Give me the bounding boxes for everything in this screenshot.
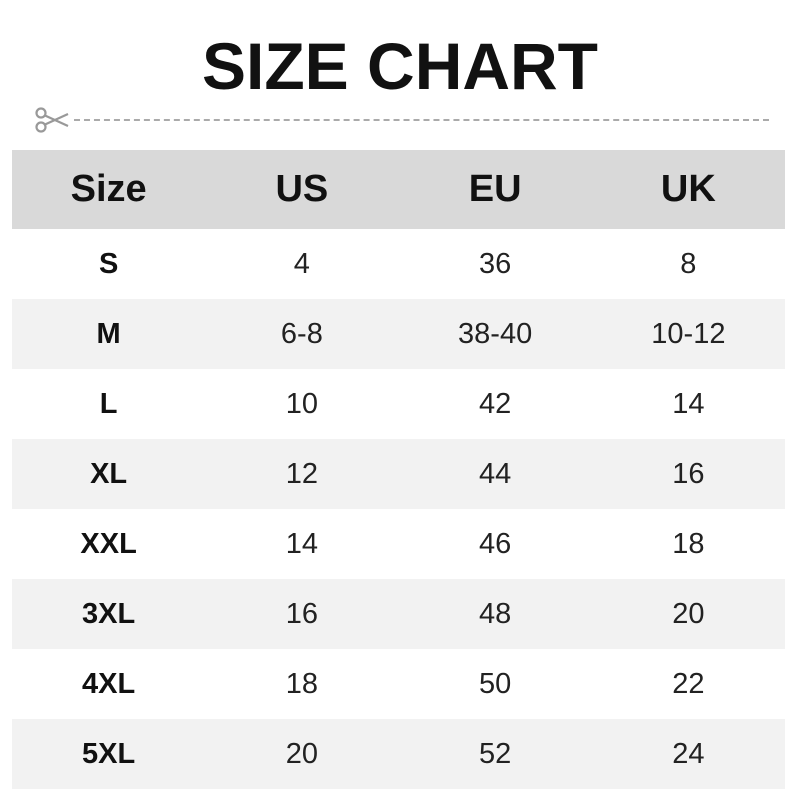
table-row: L 10 42 14 bbox=[12, 369, 785, 439]
cell-us: 12 bbox=[205, 439, 399, 509]
table-row: 4XL 18 50 22 bbox=[12, 649, 785, 719]
table-row: 3XL 16 48 20 bbox=[12, 579, 785, 649]
cell-us: 4 bbox=[293, 247, 310, 280]
cell-eu: 42 bbox=[478, 387, 512, 420]
cell-us: 18 bbox=[285, 667, 318, 700]
cell-eu: 36 bbox=[478, 247, 512, 280]
cell-size: XL bbox=[12, 439, 206, 509]
table-row: M 6-8 38-40 10-12 bbox=[12, 299, 785, 369]
cell-eu: 48 bbox=[398, 579, 592, 649]
cell-eu: 50 bbox=[478, 667, 512, 700]
table-row: S 4 36 8 bbox=[12, 229, 785, 299]
table-row: XXL 14 46 18 bbox=[12, 509, 785, 579]
header-row: Size US EU UK bbox=[12, 150, 785, 229]
cell-size: 5XL bbox=[12, 719, 206, 789]
header-eu: EU bbox=[398, 150, 592, 229]
cell-uk: 14 bbox=[672, 387, 705, 420]
cell-size: L bbox=[99, 387, 118, 420]
dashed-line bbox=[74, 119, 769, 121]
scissors-icon bbox=[35, 107, 69, 133]
cell-uk: 20 bbox=[591, 579, 785, 649]
cell-size: M bbox=[12, 299, 206, 369]
cell-size: S bbox=[98, 247, 119, 280]
cell-uk: 22 bbox=[672, 667, 705, 700]
cell-us: 6-8 bbox=[205, 299, 399, 369]
cell-uk: 16 bbox=[591, 439, 785, 509]
cell-uk: 24 bbox=[591, 719, 785, 789]
cell-eu: 44 bbox=[398, 439, 592, 509]
cut-line bbox=[34, 106, 769, 134]
cell-us: 20 bbox=[205, 719, 399, 789]
header-size: Size bbox=[12, 150, 206, 229]
cell-us: 10 bbox=[285, 387, 318, 420]
cell-size: 4XL bbox=[82, 667, 136, 700]
cell-uk: 10-12 bbox=[591, 299, 785, 369]
cell-eu: 46 bbox=[478, 527, 512, 560]
page-title: SIZE CHART bbox=[202, 29, 598, 103]
size-table: Size US EU UK S 4 36 8 M 6-8 38-40 10-12 L 10 42 14… bbox=[12, 150, 785, 789]
cell-us: 14 bbox=[285, 527, 318, 560]
cell-uk: 18 bbox=[672, 527, 705, 560]
table-row: 5XL 20 52 24 bbox=[12, 719, 785, 789]
cell-size: XXL bbox=[80, 527, 137, 560]
header-us: US bbox=[205, 150, 399, 229]
cell-size: 3XL bbox=[12, 579, 206, 649]
cell-eu: 52 bbox=[398, 719, 592, 789]
cell-us: 16 bbox=[205, 579, 399, 649]
cell-uk: 8 bbox=[680, 247, 697, 280]
cell-eu: 38-40 bbox=[398, 299, 592, 369]
table-row: XL 12 44 16 bbox=[12, 439, 785, 509]
header-uk: UK bbox=[591, 150, 785, 229]
